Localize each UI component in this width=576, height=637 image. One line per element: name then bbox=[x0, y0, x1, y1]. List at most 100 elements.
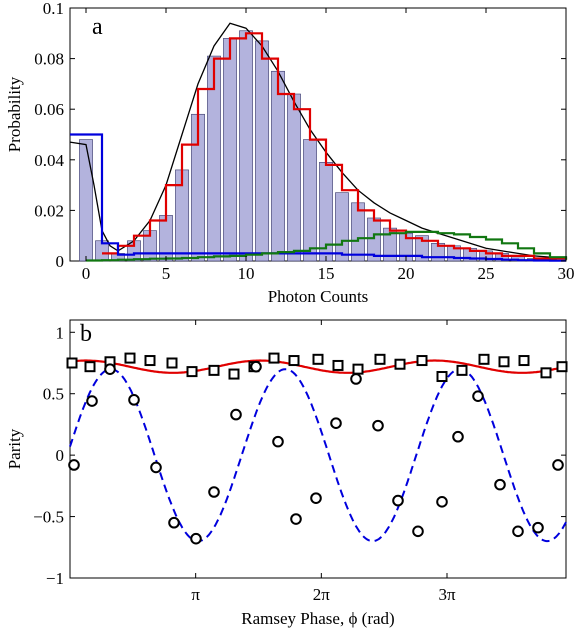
square-marker bbox=[186, 366, 198, 378]
square-marker bbox=[556, 361, 568, 373]
panel-b-ticks: π 2π 3π −1 −0.5 0 0.5 1 bbox=[33, 320, 566, 604]
square-marker bbox=[518, 355, 530, 367]
circle-marker bbox=[208, 486, 220, 498]
panel-a-y-axis-label: Probability bbox=[5, 76, 24, 152]
histogram-bar bbox=[303, 139, 317, 262]
square-marker bbox=[352, 363, 364, 375]
square-marker bbox=[144, 355, 156, 367]
x-tick-label: 2π bbox=[313, 585, 331, 604]
panel-b-fit-curves bbox=[69, 359, 567, 543]
square-marker bbox=[478, 353, 490, 365]
x-tick-label: 5 bbox=[162, 264, 171, 283]
histogram-bar bbox=[415, 235, 429, 262]
square-marker bbox=[228, 368, 240, 380]
square-marker bbox=[456, 364, 468, 376]
circle-marker bbox=[250, 360, 262, 373]
circle-marker bbox=[552, 459, 564, 471]
circle-marker bbox=[372, 419, 384, 432]
x-tick-label: 20 bbox=[398, 264, 415, 283]
y-tick-label: 1 bbox=[56, 323, 65, 342]
circle-marker bbox=[472, 390, 484, 402]
y-tick-label: 0.06 bbox=[34, 100, 64, 119]
square-marker bbox=[166, 357, 178, 369]
circle-marker bbox=[494, 478, 506, 491]
panel-a-frame bbox=[69, 7, 567, 262]
panel-a: 0 5 10 15 20 25 30 0 0.02 0.04 0.06 0.08 0.1 a Photo… bbox=[5, 0, 575, 306]
x-tick-label: 30 bbox=[558, 264, 575, 283]
circle-marker bbox=[150, 461, 162, 474]
histogram-bar bbox=[351, 202, 365, 262]
square-marker bbox=[374, 353, 386, 365]
square-marker bbox=[208, 364, 220, 376]
square-marker bbox=[416, 355, 428, 367]
red-fit-curve bbox=[69, 359, 567, 374]
circle-marker bbox=[310, 492, 322, 504]
square-marker bbox=[84, 361, 96, 373]
square-marker bbox=[540, 367, 552, 379]
histogram-bar bbox=[207, 55, 221, 262]
panel-b-frame bbox=[69, 319, 567, 579]
circle-marker bbox=[330, 417, 342, 430]
square-marker bbox=[436, 371, 448, 383]
model-curve bbox=[69, 22, 567, 260]
circle-marker bbox=[168, 516, 180, 529]
y-tick-label: 0 bbox=[56, 446, 65, 465]
x-tick-label: π bbox=[191, 585, 200, 604]
circle-marker bbox=[104, 363, 116, 375]
panel-a-letter: a bbox=[92, 14, 103, 40]
red-step-line bbox=[102, 32, 568, 260]
blue-step-line bbox=[70, 133, 566, 262]
square-marker bbox=[66, 357, 78, 369]
square-marker bbox=[312, 353, 324, 365]
panel-b: π 2π 3π −1 −0.5 0 0.5 1 b Ramsey Phase, ϕ (rad)… bbox=[5, 319, 568, 628]
panel-a-x-axis-label: Photon Counts bbox=[268, 287, 369, 306]
y-tick-label: −1 bbox=[46, 569, 64, 588]
circle-marker bbox=[68, 459, 80, 471]
y-tick-label: 0.5 bbox=[43, 385, 64, 404]
square-marker bbox=[288, 355, 300, 367]
square-marker bbox=[498, 356, 510, 368]
y-tick-label: −0.5 bbox=[33, 508, 64, 527]
circle-marker bbox=[272, 435, 284, 448]
panel-b-points bbox=[66, 352, 568, 545]
panel-b-letter: b bbox=[80, 321, 92, 347]
circle-marker bbox=[452, 430, 464, 443]
histogram-bar bbox=[223, 38, 237, 262]
x-tick-label: 10 bbox=[238, 264, 255, 283]
panel-b-y-axis-label: Parity bbox=[5, 428, 24, 469]
circle-marker bbox=[412, 525, 424, 538]
histogram-bar bbox=[287, 93, 301, 262]
square-marker bbox=[332, 359, 344, 371]
panel-a-bars bbox=[79, 30, 557, 262]
y-tick-label: 0 bbox=[56, 252, 65, 271]
histogram-bar bbox=[335, 192, 349, 262]
histogram-bar bbox=[239, 30, 253, 262]
panel-b-x-axis-label: Ramsey Phase, ϕ (rad) bbox=[241, 609, 394, 628]
y-tick-label: 0.02 bbox=[34, 201, 64, 220]
circle-marker bbox=[290, 513, 302, 525]
circle-marker bbox=[128, 394, 140, 406]
circle-marker bbox=[86, 395, 98, 407]
y-tick-label: 0.08 bbox=[34, 50, 64, 69]
x-tick-label: 25 bbox=[478, 264, 495, 283]
circle-marker bbox=[532, 521, 544, 534]
circle-marker bbox=[190, 532, 202, 545]
y-tick-label: 0.04 bbox=[34, 151, 64, 170]
square-marker bbox=[394, 358, 406, 370]
square-marker bbox=[268, 352, 280, 364]
histogram-bar bbox=[271, 70, 285, 262]
histogram-bar bbox=[255, 40, 269, 262]
histogram-bar bbox=[79, 139, 93, 262]
blue-dashed-fit-curve bbox=[69, 368, 567, 543]
y-tick-label: 0.1 bbox=[43, 0, 64, 18]
circle-marker bbox=[392, 494, 404, 507]
circle-marker bbox=[230, 408, 242, 421]
x-tick-label: 15 bbox=[318, 264, 335, 283]
square-marker bbox=[124, 352, 136, 364]
panel-a-series bbox=[69, 22, 568, 262]
x-tick-label: 0 bbox=[82, 264, 91, 283]
panel-a-ticks: 0 5 10 15 20 25 30 0 0.02 0.04 0.06 0.08 0.1 bbox=[34, 0, 574, 283]
circle-marker bbox=[350, 373, 362, 385]
